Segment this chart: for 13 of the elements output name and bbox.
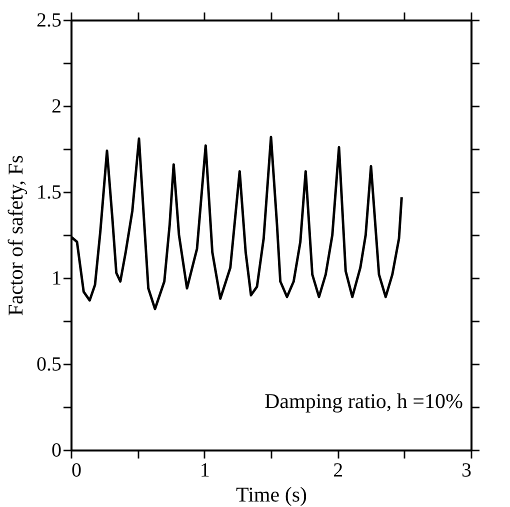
- y-tick-label: 2: [52, 96, 62, 118]
- y-tick-label: 2.5: [36, 10, 62, 32]
- x-tick-label: 1: [200, 460, 210, 482]
- y-tick-label: 1.5: [36, 182, 62, 204]
- y-axis-title: Factor of safety, Fs: [4, 155, 28, 316]
- x-axis-title: Time (s): [236, 482, 307, 506]
- x-tick-label: 3: [462, 460, 472, 482]
- y-tick-label: 0.5: [36, 354, 62, 376]
- annotation: Damping ratio, h =10%: [264, 389, 463, 413]
- x-tick-label: 2: [333, 460, 344, 482]
- x-tick-label: 0: [72, 460, 82, 482]
- y-tick-label: 1: [52, 268, 62, 290]
- y-tick-label: 0: [52, 440, 62, 462]
